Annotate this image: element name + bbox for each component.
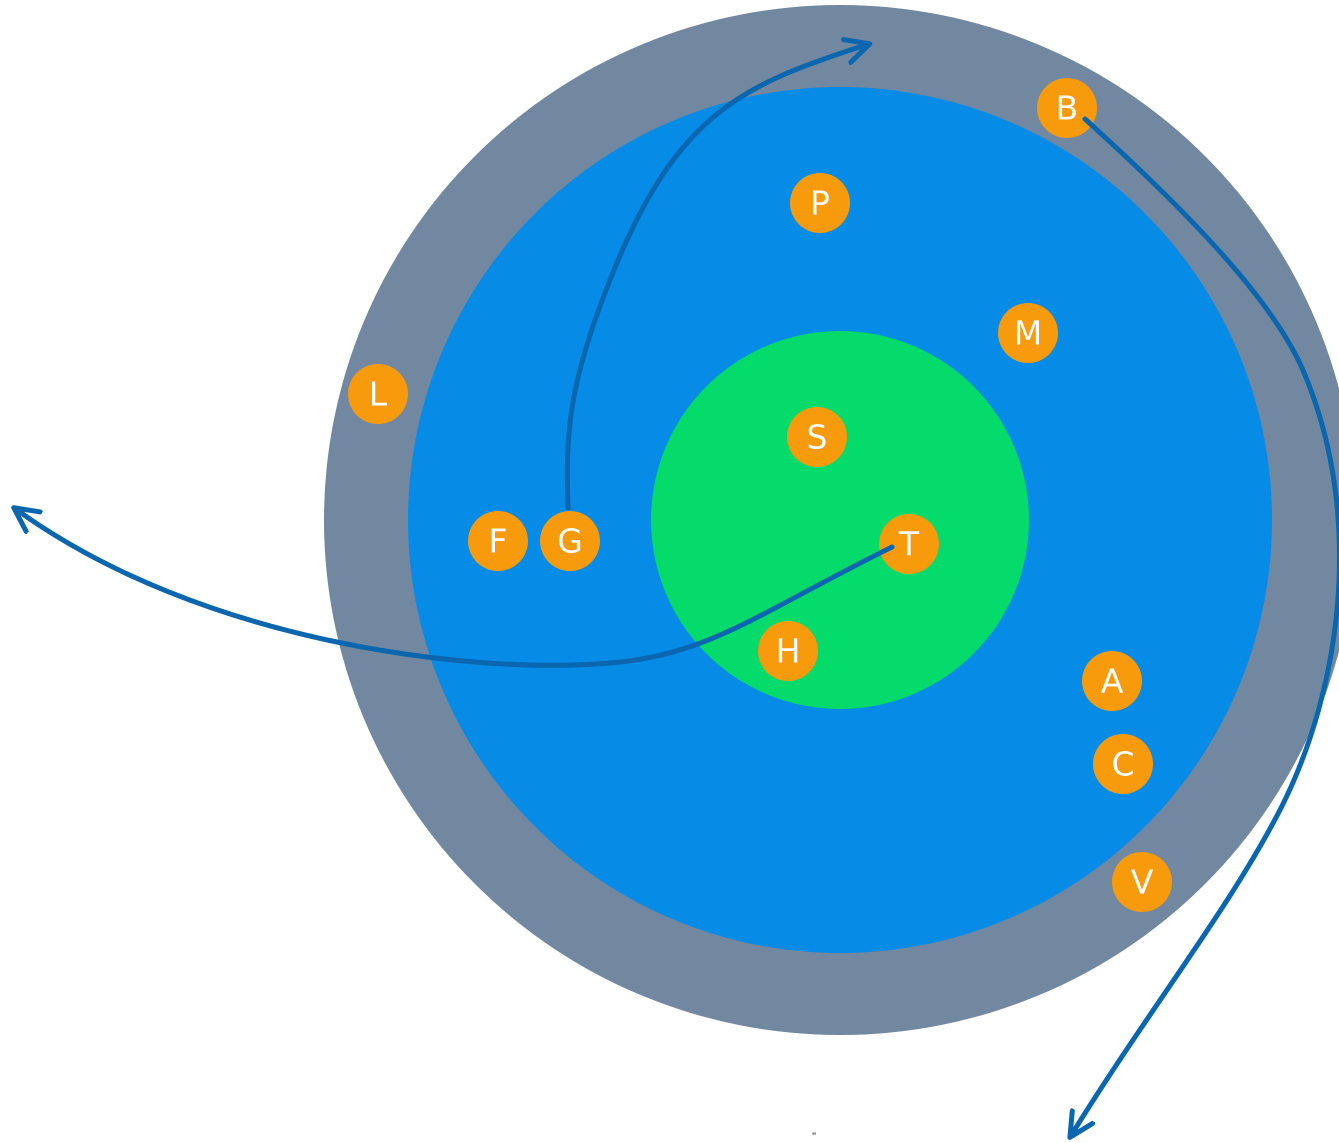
node-label-M: M — [1014, 314, 1042, 353]
node-P[interactable]: P — [790, 173, 850, 233]
node-label-T: T — [898, 525, 920, 564]
node-V[interactable]: V — [1112, 852, 1172, 912]
arrow-g-up — [564, 45, 866, 511]
node-label-V: V — [1131, 863, 1154, 902]
node-L[interactable]: L — [348, 364, 408, 424]
node-M[interactable]: M — [998, 303, 1058, 363]
node-S[interactable]: S — [787, 407, 847, 467]
node-label-P: P — [810, 184, 830, 223]
arrow-t-left — [17, 510, 895, 668]
node-A[interactable]: A — [1082, 651, 1142, 711]
node-label-L: L — [369, 375, 388, 414]
node-H[interactable]: H — [758, 621, 818, 681]
node-F[interactable]: F — [468, 511, 528, 571]
node-label-F: F — [489, 522, 508, 561]
node-G[interactable]: G — [540, 511, 600, 571]
node-label-S: S — [807, 418, 828, 457]
node-C[interactable]: C — [1093, 734, 1153, 794]
footnote-mark: ” — [812, 1130, 816, 1143]
node-label-C: C — [1111, 745, 1134, 784]
node-T[interactable]: T — [879, 514, 939, 574]
node-B[interactable]: B — [1037, 78, 1097, 138]
node-label-B: B — [1056, 89, 1079, 128]
node-label-A: A — [1101, 662, 1124, 701]
node-label-H: H — [776, 632, 801, 671]
core-zone — [651, 331, 1029, 709]
arrow-b-down — [1072, 116, 1339, 1134]
node-label-G: G — [557, 522, 583, 561]
